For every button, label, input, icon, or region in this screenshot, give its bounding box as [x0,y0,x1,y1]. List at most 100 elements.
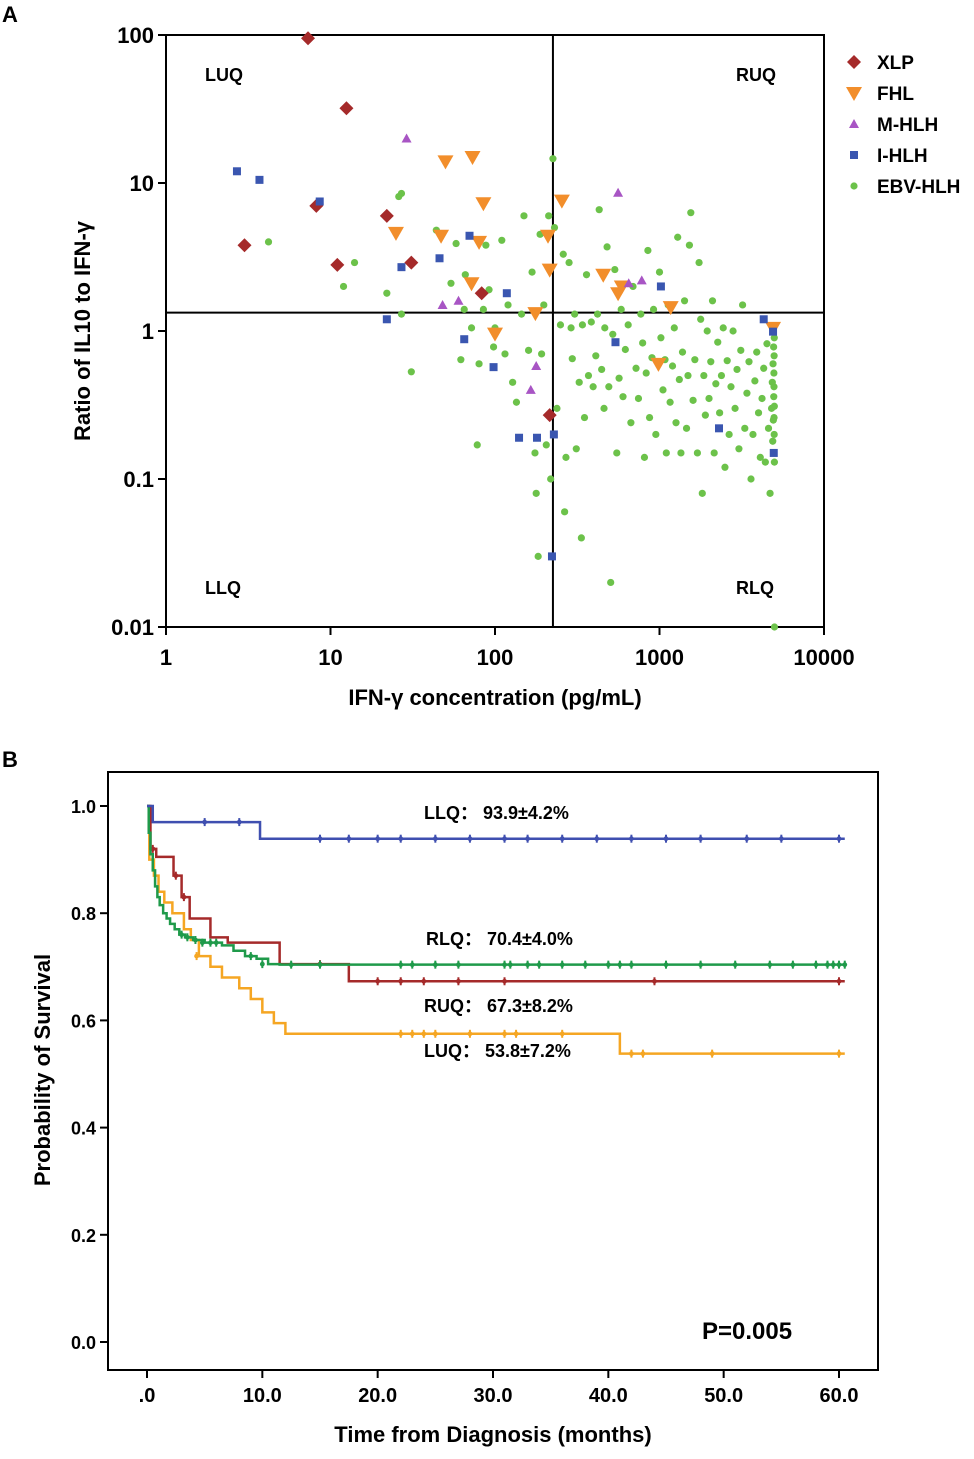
ebv-hlh-point [482,241,490,249]
survival-x-tick-label: 50.0 [704,1385,743,1407]
m-hlh-point [531,361,542,371]
ebv-hlh-point [577,534,585,542]
ebv-hlh-point [758,394,766,403]
survival-y-tick-label: 0.4 [71,1119,96,1139]
ebv-hlh-point [668,362,677,370]
ebv-hlh-point [467,324,476,332]
ebv-hlh-point [549,155,557,163]
fhl-legend-label: FHL [877,84,914,105]
ebv-hlh-point [763,340,771,348]
fhl-point [527,307,544,322]
llq-censor-dot [559,836,565,842]
ruq-censor-dot [836,978,842,984]
m-hlh-point [636,275,647,285]
ebv-hlh-point [677,449,685,457]
ebv-hlh-point [532,489,540,497]
ebv-hlh-point [675,375,683,384]
ebv-hlh-point [595,206,603,214]
quadrant-label-llq: LLQ [205,578,241,598]
rlq-censor-dot [605,962,611,968]
llq-censor-dot [502,836,507,842]
rlq-censor-dot [582,962,588,968]
ebv-hlh-point [712,380,720,388]
rlq-censor-dot [836,962,842,968]
quadrant-label-rlq: RLQ [736,578,774,598]
fhl-point [540,229,557,244]
ebv-hlh-point [613,449,621,457]
rlq-censor-dot [317,962,323,968]
i-hlh-point [502,289,511,298]
ebv-hlh-point [652,430,660,439]
ebv-hlh-point [524,346,533,354]
ebv-hlh-point [460,305,468,313]
rlq-censor-dot [825,962,830,968]
ebv-hlh-point [607,578,615,587]
scatter-x-tick-label: 1 [160,645,172,670]
ebv-hlh-point [452,239,460,248]
ebv-hlh-point [685,241,694,249]
m-hlh-point [613,187,624,197]
scatter-x-axis-title: IFN-γ concentration (pg/mL) [348,685,641,710]
ebv-hlh-point [632,364,640,372]
ebv-hlh-point [649,305,658,313]
i-hlh-point [460,335,469,344]
ebv-hlh-point [575,378,583,386]
survival-x-tick-label: 10.0 [243,1385,282,1407]
ebv-hlh-point [695,258,703,267]
ebv-hlh-point [691,356,699,364]
ebv-hlh-point [657,334,665,342]
fhl-point [541,263,558,278]
ebv-hlh-point [723,357,731,365]
rlq-censor-dot [456,962,461,968]
ebv-hlh-point [489,343,498,351]
ebv-hlh-point [567,324,575,332]
survival-axes: .0 10.0 20.0 30.0 40.0 50.0 60.0 0.0 0.2 0.4 0.6 0.… [71,797,859,1407]
llq-censor-dot [836,836,842,842]
luq-censor-dot [432,1031,438,1037]
ruq-censor-dot [456,978,461,984]
ebv-hlh-point [770,383,778,391]
llq-censor-dot [317,836,323,842]
ebv-hlh-point [578,321,587,329]
ebv-hlh-point [645,413,654,422]
rlq-censor-dot [199,940,205,946]
survival-x-tick-label: 30.0 [474,1385,513,1407]
quadrant-label-ruq: RUQ [736,65,776,85]
xlp-point [379,208,394,223]
llq-censor-dot [744,836,750,842]
ebv-hlh-point [708,297,717,305]
i-hlh-point [435,254,444,263]
scatter-x-tick-label: 1000 [635,645,684,670]
ebv-hlh-point [710,449,718,457]
rlq-censor-dot [767,962,773,968]
ebv-hlh-point [644,246,652,255]
ebv-hlh-point [737,346,745,354]
ebv-hlh-point [457,356,465,364]
llq-censor-dot [525,836,530,842]
fhl-point [437,155,454,170]
ebv-hlh-point [770,393,778,401]
ebv-hlh-point [729,327,737,335]
xlp-legend-marker [847,55,861,69]
survival-curves [147,804,848,1058]
rlq-censor-dot [398,962,404,968]
rlq-censor-dot [663,962,669,968]
ebv-hlh-point [662,449,670,457]
ebv-hlh-point [589,383,597,391]
ebv-hlh-point [556,321,565,329]
rlq-censor-dot [507,962,513,968]
i-hlh-point [547,552,556,561]
i-hlh-point [232,167,241,176]
llq-survival-label: LLQ： 93.9±4.2% [424,803,569,823]
fhl-point [487,327,503,342]
ebv-hlh-point [770,413,778,422]
ebv-hlh-point [743,389,751,397]
luq-censor-dot [640,1051,646,1057]
llq-censor-dot [432,836,438,842]
ruq-censor-dot [502,978,507,984]
ebv-hlh-point [749,430,757,439]
ebv-hlh-point [766,489,774,497]
ebv-hlh-point [534,552,542,560]
survival-x-tick-label: .0 [139,1385,156,1407]
